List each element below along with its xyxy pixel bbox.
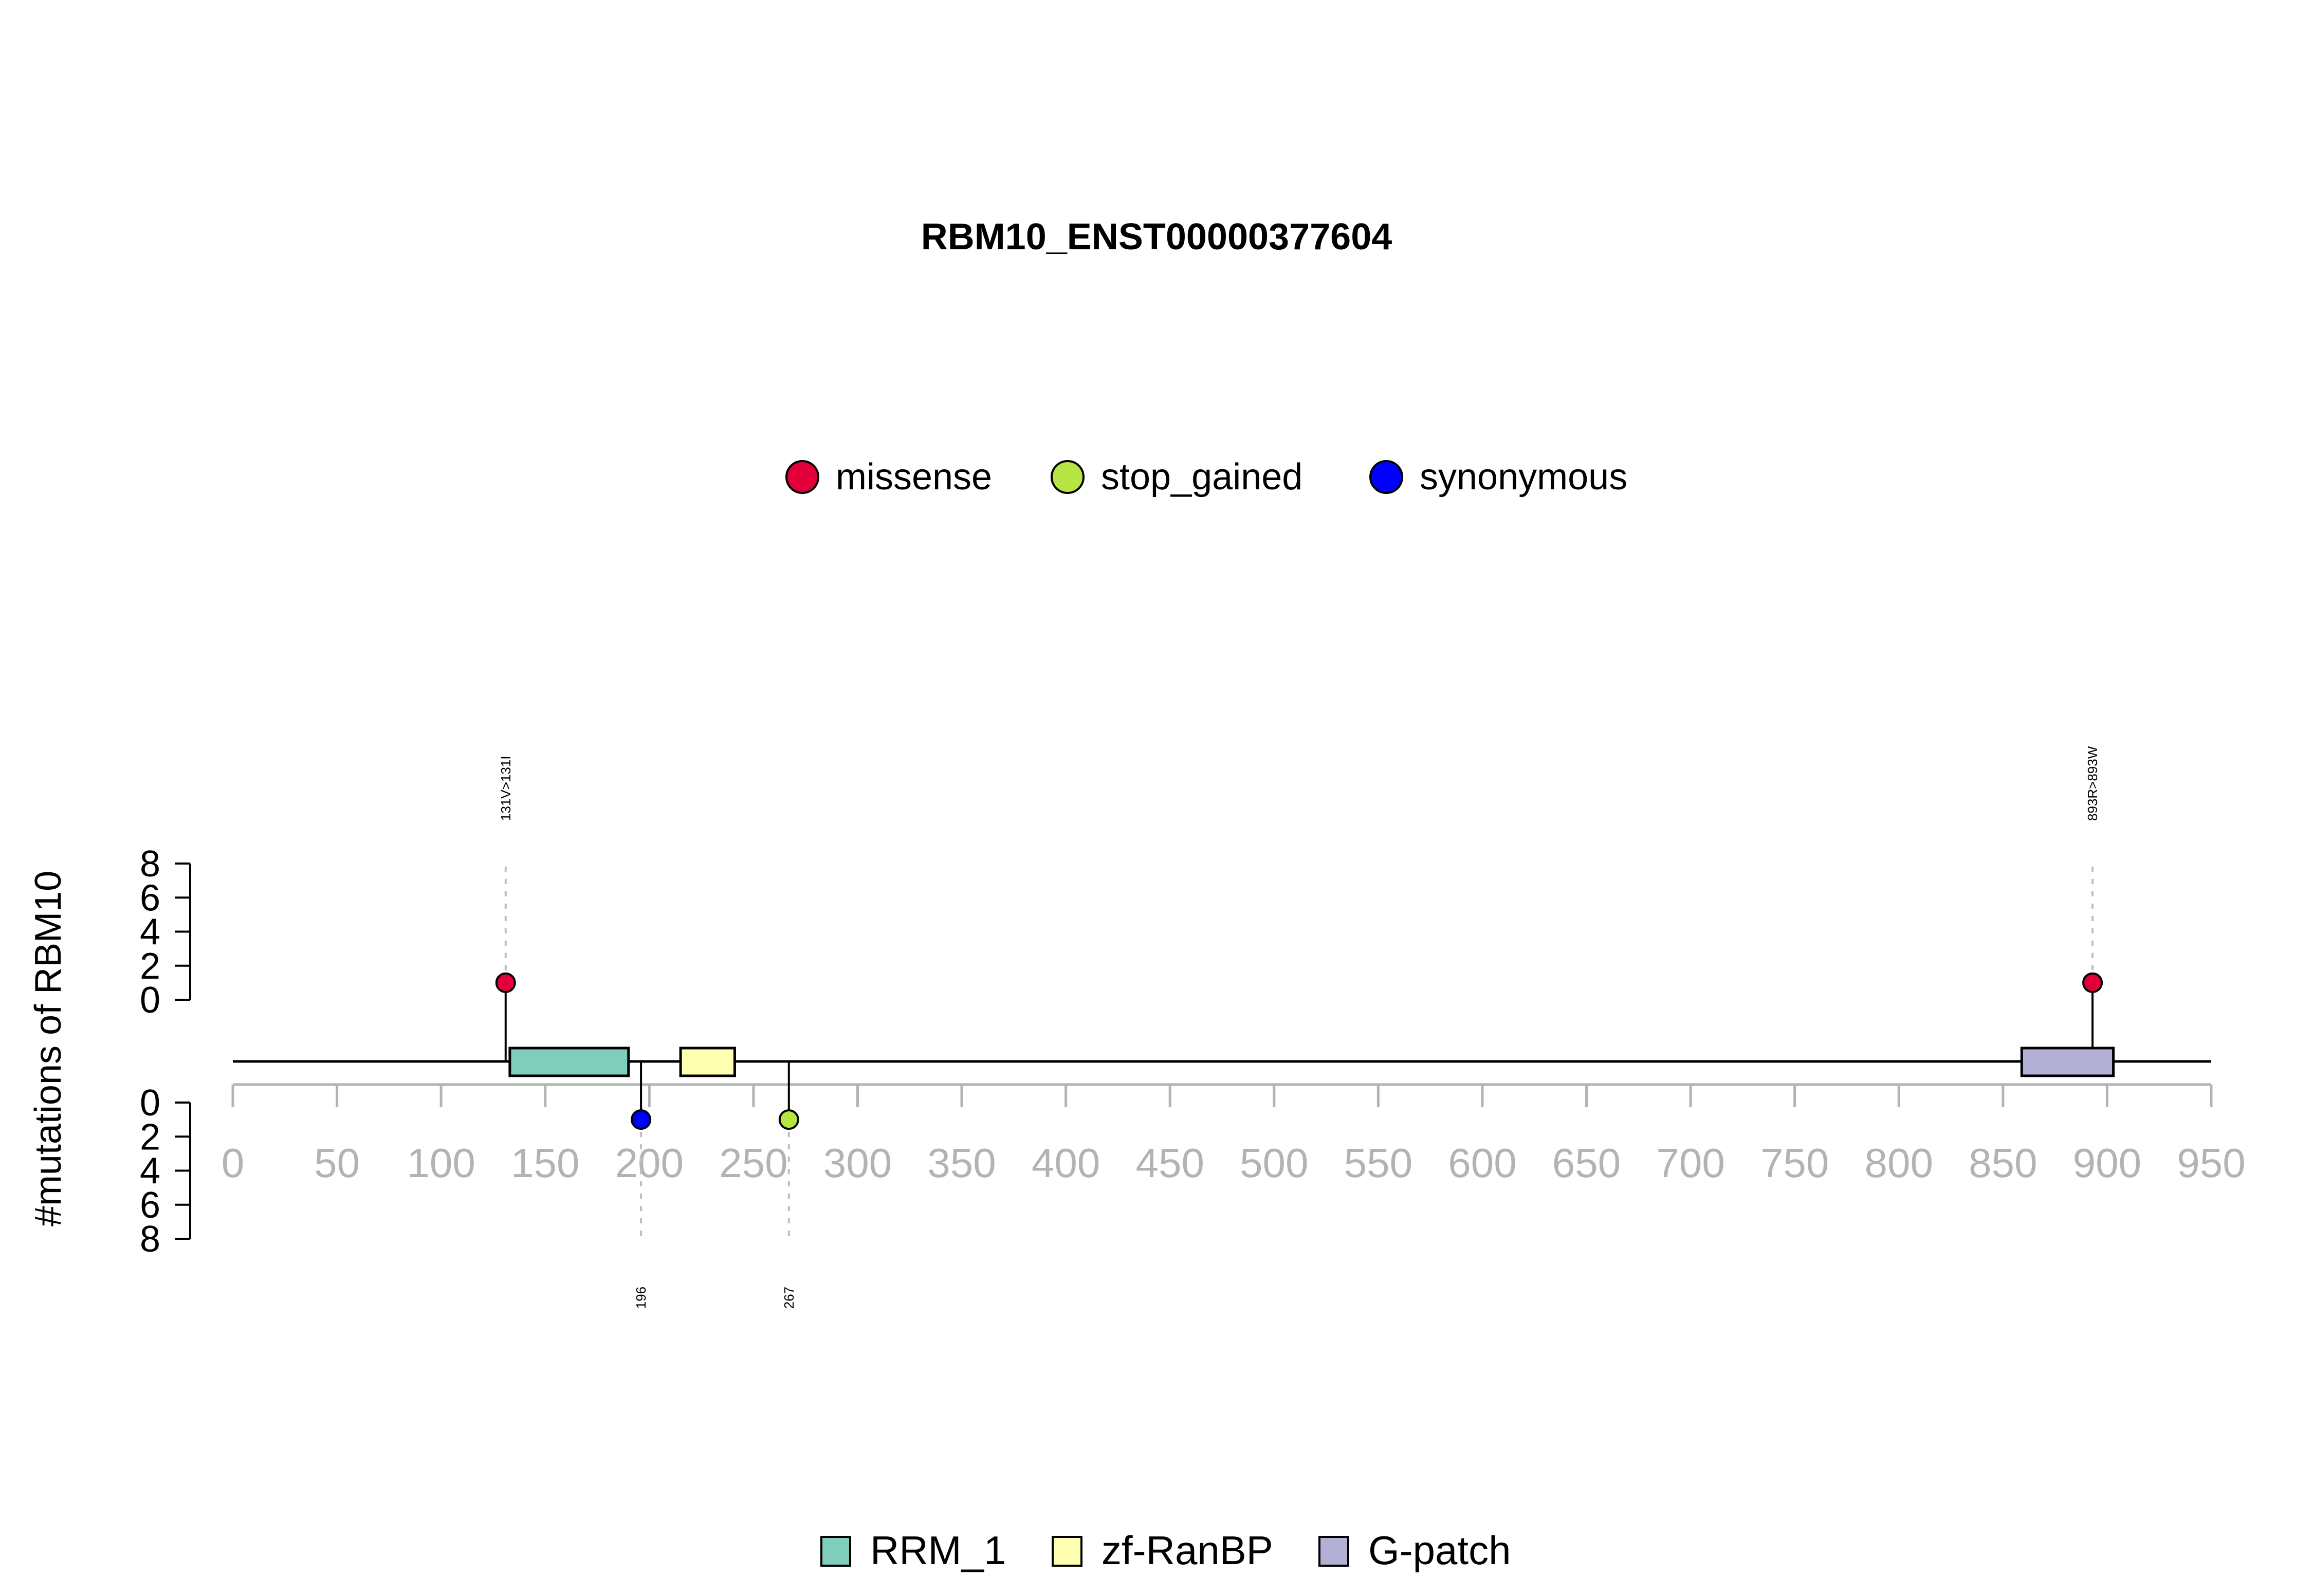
y-axis-bottom-tick-label: 4	[140, 1151, 160, 1192]
x-axis-tick-label: 750	[1760, 1140, 1829, 1186]
lollipop-head-missense	[2082, 972, 2103, 993]
lollipop-head-synonymous	[631, 1109, 652, 1130]
domain-legend: RRM_1 zf-RanBP G-patch	[820, 1528, 1511, 1573]
domain-zf-RanBP	[679, 1047, 736, 1077]
x-axis-tick-label: 600	[1448, 1140, 1516, 1186]
domain-legend-label-RRM_1: RRM_1	[870, 1528, 1006, 1573]
x-axis-tick-label: 350	[927, 1140, 996, 1186]
legend-marker-synonymous	[1369, 460, 1403, 494]
lollipop-head-missense	[495, 972, 516, 993]
domain-legend-label-zf-RanBP: zf-RanBP	[1102, 1528, 1273, 1573]
y-axis-label: #mutations of RBM10	[28, 871, 69, 1226]
legend-marker-missense	[785, 460, 819, 494]
legend-label-synonymous: synonymous	[1420, 456, 1627, 498]
mutation-legend: missense stop_gained synonymous	[785, 456, 1627, 498]
x-axis-tick-label: 900	[2073, 1140, 2141, 1186]
x-axis-tick-label: 500	[1240, 1140, 1308, 1186]
y-axis-bottom-tick-label: 2	[140, 1116, 160, 1158]
domain-layer	[508, 1047, 2115, 1077]
y-axis-top-tick-label: 8	[140, 843, 160, 885]
x-axis-tick-label: 950	[2177, 1140, 2245, 1186]
y-axis-bottom-tick-label: 0	[140, 1083, 160, 1124]
domain-RRM_1	[508, 1047, 630, 1077]
chart-title: RBM10_ENST00000377604	[921, 216, 1392, 258]
x-axis-tick-label: 0	[222, 1140, 245, 1186]
domain-legend-swatch-RRM_1	[820, 1536, 851, 1567]
mutation-label: 893R>893W	[2085, 746, 2100, 821]
y-axis-bottom-tick-label: 8	[140, 1219, 160, 1260]
x-axis-tick-label: 250	[719, 1140, 787, 1186]
y-axis-top-tick-label: 2	[140, 946, 160, 987]
domain-legend-swatch-zf-RanBP	[1052, 1536, 1082, 1567]
y-axis-top-tick-label: 0	[140, 980, 160, 1021]
x-axis-tick-label: 850	[1969, 1140, 2037, 1186]
domain-legend-label-G-patch: G-patch	[1368, 1528, 1511, 1573]
x-axis-tick-label: 200	[615, 1140, 684, 1186]
legend-label-stop_gained: stop_gained	[1101, 456, 1302, 498]
x-axis-tick-label: 800	[1865, 1140, 1933, 1186]
domain-G-patch	[2020, 1047, 2115, 1077]
x-axis-tick-label: 450	[1135, 1140, 1204, 1186]
x-axis-tick-label: 100	[407, 1140, 475, 1186]
legend-marker-stop_gained	[1051, 460, 1085, 494]
legend-label-missense: missense	[836, 456, 992, 498]
domain-legend-swatch-G-patch	[1318, 1536, 1349, 1567]
x-axis-tick-label: 50	[314, 1140, 360, 1186]
x-axis-tick-label: 650	[1552, 1140, 1621, 1186]
mutation-label: 131V>131I	[498, 756, 513, 821]
y-axis-bottom-tick-label: 6	[140, 1185, 160, 1226]
x-axis-tick-label: 300	[823, 1140, 892, 1186]
x-axis-tick-label: 400	[1032, 1140, 1100, 1186]
x-axis-tick-label: 700	[1656, 1140, 1724, 1186]
y-axis-top-tick-label: 6	[140, 877, 160, 919]
y-axis-top-tick-label: 4	[140, 912, 160, 953]
mutation-label: 267	[781, 1287, 797, 1309]
lollipop-head-stop_gained	[778, 1109, 799, 1130]
mutation-label: 196	[633, 1287, 649, 1309]
x-axis-tick-label: 150	[511, 1140, 579, 1186]
lollipop-layer: 131V>131I 893R>893W 196 267	[495, 746, 2103, 1309]
x-axis-tick-label: 550	[1344, 1140, 1412, 1186]
